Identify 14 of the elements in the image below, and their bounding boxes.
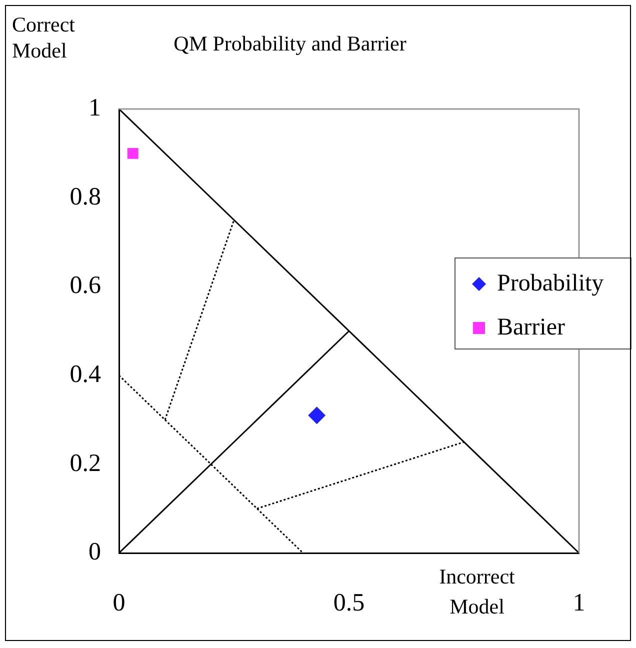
chart-title: QM Probability and Barrier [174,32,406,56]
x-axis-title: Incorrect Model [439,564,516,619]
y-axis-title: Correct Model [12,12,76,63]
legend-label: Probability [497,270,604,296]
y-tick-label: 0.6 [70,272,101,300]
y-tick-label: 1 [88,94,101,122]
y-tick-label: 0 [88,538,101,566]
x-tick-label: 1 [572,590,586,617]
y-tick-label: 0.2 [70,450,101,477]
x-tick-label: 0 [112,590,126,617]
y-tick-label: 0.8 [70,183,101,210]
legend-label: Barrier [497,314,565,340]
y-tick-label: 0.4 [70,360,102,388]
x-tick-label: 0.5 [333,590,365,617]
